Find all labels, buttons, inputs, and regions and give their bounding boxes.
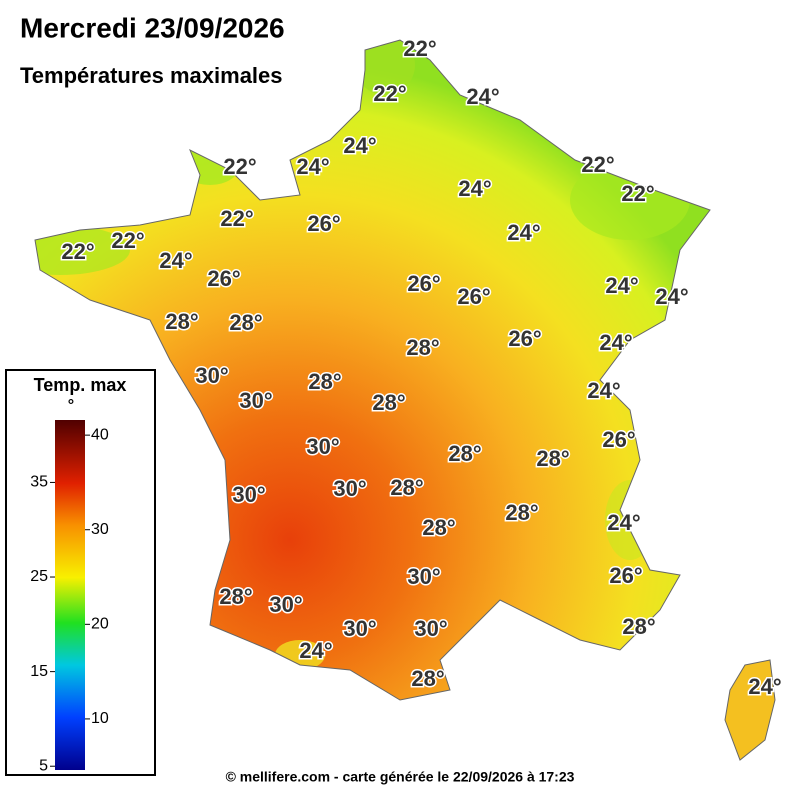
temperature-label: 26°	[457, 284, 490, 309]
legend: Temp. max °	[5, 369, 156, 776]
temperature-label: 24°	[296, 154, 329, 179]
temperature-label: 28°	[406, 335, 439, 360]
subtitle: Températures maximales	[20, 63, 283, 88]
temperature-label: 24°	[507, 220, 540, 245]
footer: © mellifere.com - carte générée le 22/09…	[226, 769, 575, 785]
temperature-label: 26°	[602, 427, 635, 452]
temperature-label: 24°	[599, 330, 632, 355]
temperature-label: 30°	[195, 363, 228, 388]
temperature-label: 26°	[207, 266, 240, 291]
temperature-label: 30°	[269, 592, 302, 617]
temperature-label: 24°	[587, 378, 620, 403]
tick-label: 20	[91, 616, 109, 633]
temperature-label: 30°	[239, 388, 272, 413]
temperature-label: 28°	[165, 309, 198, 334]
temperature-label: 28°	[622, 614, 655, 639]
temperature-label: 28°	[411, 666, 444, 691]
title: Mercredi 23/09/2026	[20, 12, 285, 43]
temperature-label: 28°	[308, 369, 341, 394]
temperature-label: 22°	[373, 81, 406, 106]
legend-title: Temp. max	[34, 375, 127, 395]
color-bar	[55, 420, 85, 770]
temperature-label: 30°	[343, 616, 376, 641]
tick-label: 35	[30, 474, 48, 491]
temperature-label: 28°	[229, 310, 262, 335]
temperature-label: 28°	[219, 584, 252, 609]
temperature-label: 24°	[748, 674, 781, 699]
temperature-label: 26°	[609, 563, 642, 588]
tick-label: 30	[91, 521, 109, 538]
tick-label: 15	[30, 663, 48, 680]
tick-label: 40	[91, 426, 109, 443]
temperature-label: 22°	[581, 152, 614, 177]
temperature-label: 28°	[536, 446, 569, 471]
temperature-label: 24°	[605, 273, 638, 298]
temperature-label: 30°	[407, 564, 440, 589]
temperature-label: 24°	[458, 176, 491, 201]
temperature-label: 24°	[343, 133, 376, 158]
corsica	[724, 659, 776, 761]
temperature-label: 22°	[61, 239, 94, 264]
temperature-label: 24°	[607, 510, 640, 535]
tick-label: 25	[30, 568, 48, 585]
temperature-label: 24°	[466, 84, 499, 109]
temperature-label: 26°	[508, 326, 541, 351]
temperature-label: 28°	[448, 441, 481, 466]
temperature-label: 22°	[220, 206, 253, 231]
temperature-label: 28°	[505, 500, 538, 525]
temperature-label: 24°	[299, 638, 332, 663]
temperature-label: 30°	[333, 476, 366, 501]
temperature-label: 22°	[223, 154, 256, 179]
temperature-label: 26°	[307, 211, 340, 236]
temperature-label: 26°	[407, 271, 440, 296]
temperature-label: 30°	[232, 482, 265, 507]
tick-label: 10	[91, 710, 109, 727]
temperature-label: 24°	[655, 284, 688, 309]
temperature-label: 30°	[306, 434, 339, 459]
temperature-label: 30°	[414, 616, 447, 641]
temperature-label: 28°	[390, 475, 423, 500]
temperature-label: 28°	[372, 390, 405, 415]
temperature-label: 22°	[111, 228, 144, 253]
tick-label: 5	[39, 757, 48, 774]
temperature-label: 22°	[403, 36, 436, 61]
temperature-label: 28°	[422, 515, 455, 540]
temperature-label: 24°	[159, 248, 192, 273]
temperature-label: 22°	[621, 181, 654, 206]
legend-unit: °	[68, 397, 74, 414]
